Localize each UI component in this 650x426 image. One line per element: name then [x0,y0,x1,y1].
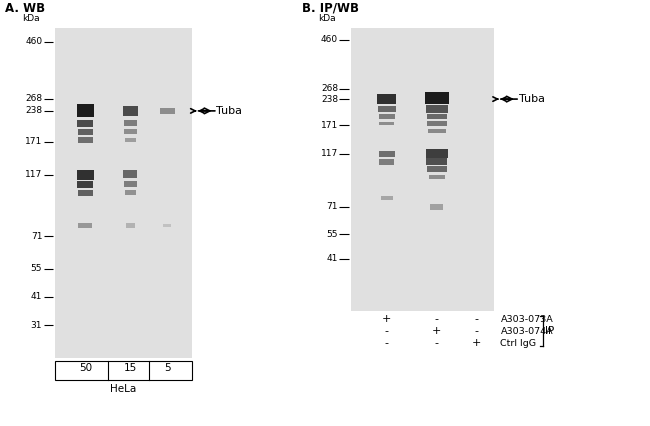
Text: A. WB: A. WB [5,2,46,15]
Bar [426,158,447,165]
Text: IP: IP [545,326,554,336]
Text: A303-074A: A303-074A [500,327,553,336]
Text: HeLa: HeLa [111,384,136,394]
Bar [426,114,447,119]
Bar [125,138,136,142]
Text: 41: 41 [326,254,338,263]
Bar [55,28,192,358]
Bar [77,129,93,135]
Bar [378,106,395,112]
Text: +: + [432,326,441,337]
Bar [379,114,395,119]
Bar [123,106,138,116]
Text: 31: 31 [31,321,42,330]
Bar [427,166,447,172]
Bar [159,108,175,114]
Text: 238: 238 [25,106,42,115]
Text: 71: 71 [31,232,42,241]
Text: 50: 50 [79,363,92,373]
Text: 5: 5 [164,363,170,373]
Bar [77,120,94,127]
Bar [430,204,443,210]
Text: -: - [475,314,479,325]
Bar [77,181,94,188]
Bar [428,175,445,179]
Text: 238: 238 [321,95,338,104]
Bar [77,170,94,180]
Text: Tuba: Tuba [519,94,545,104]
Text: Tuba: Tuba [216,106,242,116]
Bar [427,121,447,126]
Text: 71: 71 [326,202,338,211]
Bar [351,28,494,311]
Text: 117: 117 [25,170,42,179]
Bar [428,129,446,132]
Text: 117: 117 [320,149,338,158]
Text: -: - [435,338,439,348]
Text: -: - [385,326,389,337]
Bar [380,121,394,125]
Bar [380,159,394,164]
Bar [381,196,393,200]
Bar [77,190,93,196]
Text: Ctrl IgG: Ctrl IgG [500,339,536,348]
Bar [426,106,448,112]
Bar [55,361,192,380]
Bar [125,224,135,228]
Bar [377,94,396,104]
Bar [426,149,448,158]
Bar [124,129,136,134]
Bar [125,190,136,195]
Bar [78,137,93,143]
Bar [78,223,92,228]
Bar [77,104,94,118]
Text: A303-073A: A303-073A [500,315,553,324]
Text: 268: 268 [25,94,42,103]
Text: -: - [385,338,389,348]
Text: 55: 55 [31,264,42,273]
Bar [124,170,137,178]
Bar [124,120,137,126]
Text: +: + [382,314,391,325]
Text: 460: 460 [321,35,338,44]
Text: -: - [435,314,439,325]
Text: 268: 268 [321,84,338,93]
Text: 460: 460 [25,37,42,46]
Text: +: + [472,338,482,348]
Bar [163,224,171,227]
Bar [379,151,395,157]
Text: 55: 55 [326,230,338,239]
Text: 15: 15 [124,363,137,373]
Bar [124,181,136,187]
Text: kDa: kDa [22,14,40,23]
Text: B. IP/WB: B. IP/WB [302,2,359,15]
Text: 171: 171 [25,137,42,146]
Text: -: - [475,326,479,337]
Text: 41: 41 [31,292,42,301]
Bar [425,92,448,104]
Text: 171: 171 [320,121,338,130]
Text: kDa: kDa [318,14,335,23]
